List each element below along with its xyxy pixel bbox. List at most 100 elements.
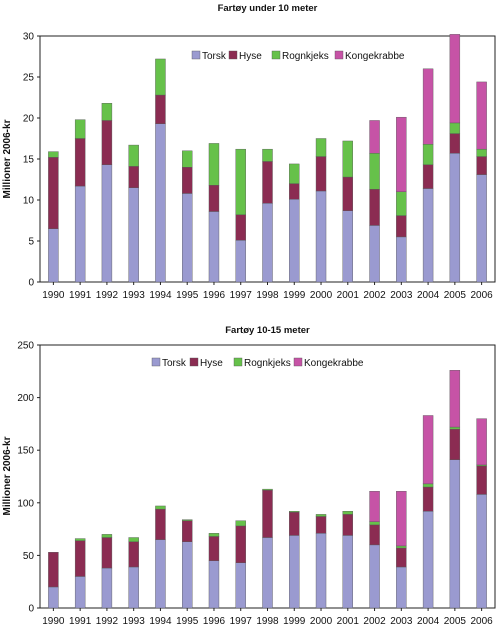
bar-segment-hyse	[128, 166, 139, 188]
bar-segment-torsk	[422, 188, 434, 283]
bar-segment-rognkjeks	[449, 122, 461, 134]
legend-swatch	[271, 50, 281, 60]
x-tick-label: 1999	[283, 290, 306, 301]
bar-segment-kongekrabbe	[369, 491, 380, 522]
bar-segment-rognkjeks	[262, 488, 273, 491]
bar-segment-torsk	[235, 239, 246, 283]
x-tick-label: 2006	[470, 290, 493, 301]
bar-segment-hyse	[449, 133, 461, 154]
bar-segment-hyse	[101, 120, 113, 165]
chart-under-10-meter: Fartøy under 10 meter Millioner 2006-kr 0 5…	[2, 3, 496, 301]
bar-segment-rognkjeks	[48, 151, 59, 158]
x-tick-label: 1990	[42, 616, 65, 627]
x-tick-label: 1991	[69, 616, 92, 627]
bar-segment-torsk	[155, 123, 166, 283]
x-tick-label: 2003	[390, 290, 413, 301]
x-tick-label: 2002	[363, 616, 386, 627]
x-tick-label: 1991	[69, 290, 92, 301]
bar-segment-rognkjeks	[235, 148, 246, 215]
bar-segment-rognkjeks	[128, 144, 139, 167]
bar-segment-hyse	[208, 185, 220, 212]
bar-segment-hyse	[342, 514, 353, 536]
bar-segment-torsk	[235, 562, 246, 609]
x-tick-label: 1990	[42, 290, 65, 301]
bar-segment-rognkjeks	[101, 103, 113, 121]
bar-segment-rognkjeks	[342, 140, 353, 178]
y-tick-label: 250	[17, 341, 34, 352]
bar-segment-rognkjeks	[476, 148, 487, 157]
bar-segment-hyse	[289, 183, 300, 200]
y-tick-label: 20	[23, 114, 35, 125]
bar-segment-kongekrabbe	[449, 370, 461, 428]
bar-segment-torsk	[476, 174, 487, 283]
y-tick-label: 30	[23, 32, 35, 43]
bar-segment-kongekrabbe	[396, 116, 407, 193]
legend-label: Hyse	[239, 51, 262, 62]
bar-segment-rognkjeks	[449, 426, 461, 430]
bar-segment-torsk	[315, 533, 327, 609]
x-tick-label: 1998	[256, 290, 279, 301]
x-tick-label: 1997	[230, 616, 253, 627]
y-tick-label: 5	[28, 237, 34, 248]
bar-segment-torsk	[208, 211, 220, 283]
x-tick-label: 2006	[470, 616, 493, 627]
y-tick-label: 200	[17, 393, 34, 404]
bar-segment-rognkjeks	[396, 191, 407, 216]
bar-segment-torsk	[155, 539, 166, 609]
bar-segment-torsk	[342, 210, 353, 283]
x-tick-label: 2004	[417, 616, 440, 627]
bar-segment-kongekrabbe	[476, 81, 487, 150]
bar-segment-torsk	[289, 198, 300, 283]
legend-swatch	[189, 357, 199, 367]
bar-segment-hyse	[74, 540, 86, 577]
legend-label: Torsk	[202, 51, 227, 62]
bar-segment-hyse	[155, 508, 166, 540]
bar-segment-torsk	[48, 586, 59, 609]
x-tick-label: 2001	[337, 616, 360, 627]
x-tick-label: 1993	[123, 290, 146, 301]
bar-segment-torsk	[476, 494, 487, 609]
bar-segment-hyse	[369, 524, 380, 546]
x-tick-label: 1993	[123, 616, 146, 627]
bar-segment-kongekrabbe	[422, 68, 434, 145]
bar-segment-rognkjeks	[289, 163, 300, 184]
y-tick-label: 0	[28, 278, 34, 289]
bar-segment-torsk	[128, 187, 139, 283]
y-tick-label: 150	[17, 446, 34, 457]
chart-10-15-meter: Fartøy 10-15 meter Millioner 2006-kr 0 50 10…	[2, 325, 496, 627]
bar-segment-kongekrabbe	[369, 120, 380, 154]
x-tick-label: 1998	[256, 616, 279, 627]
bar-segment-torsk	[182, 193, 193, 283]
bar-segment-torsk	[74, 576, 86, 609]
y-tick-label: 50	[23, 551, 35, 562]
bar-segment-hyse	[262, 489, 273, 538]
bar-segment-torsk	[128, 566, 139, 609]
bar-segment-kongekrabbe	[396, 491, 407, 547]
y-tick-label: 25	[23, 73, 35, 84]
bar-segment-hyse	[315, 156, 327, 192]
bar-segment-rognkjeks	[208, 533, 220, 537]
bar-segment-torsk	[182, 541, 193, 609]
bar-segment-rognkjeks	[315, 514, 327, 517]
y-axis-label: Millioner 2006-kr	[2, 436, 13, 515]
bar-segment-hyse	[422, 486, 434, 512]
x-tick-label: 1996	[203, 290, 226, 301]
bar-segment-rognkjeks	[208, 143, 220, 186]
bar-segment-hyse	[182, 166, 193, 194]
bar-segment-hyse	[342, 176, 353, 211]
bar-segment-hyse	[101, 537, 113, 569]
bar-segment-rognkjeks	[289, 511, 300, 513]
bar-segment-hyse	[235, 525, 246, 563]
y-tick-label: 15	[23, 155, 35, 166]
legend-swatch	[293, 357, 303, 367]
bar-segment-hyse	[208, 536, 220, 561]
bar-segment-hyse	[48, 157, 59, 229]
bar-segment-hyse	[128, 541, 139, 568]
bar-segment-torsk	[262, 537, 273, 609]
legend-label: Rognkjeks	[244, 358, 291, 369]
legend-label: Kongekrabbe	[304, 358, 364, 369]
x-tick-label: 1996	[203, 616, 226, 627]
bar-segment-kongekrabbe	[476, 418, 487, 466]
chart-title: Fartøy 10-15 meter	[225, 325, 310, 336]
bar-segment-hyse	[449, 428, 461, 460]
